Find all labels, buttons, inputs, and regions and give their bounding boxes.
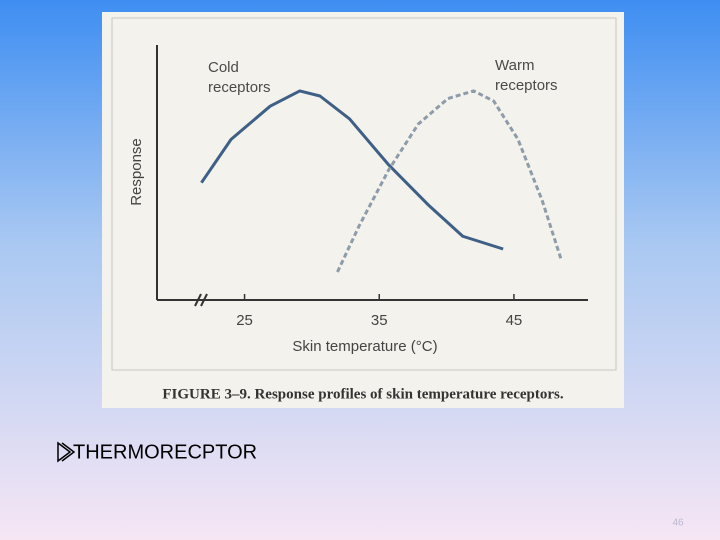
x-axis-title: Skin temperature (°C) xyxy=(292,338,437,355)
bullet-arrow xyxy=(57,441,76,463)
series-line xyxy=(336,89,563,273)
bullet-text: THERMORECPTOR xyxy=(73,441,257,463)
figure-frame xyxy=(111,17,617,371)
figure-caption: FIGURE 3–9. Response profiles of skin te… xyxy=(162,386,563,402)
figure xyxy=(102,12,624,408)
page-number: 46 xyxy=(672,518,684,529)
x-tick-label: 45 xyxy=(506,312,523,329)
series-label: Warm receptors xyxy=(495,57,558,94)
series-line xyxy=(200,89,504,251)
x-tick-label: 35 xyxy=(371,312,388,329)
x-tick-label: 25 xyxy=(236,312,253,329)
y-axis-title: Response xyxy=(128,138,145,206)
series-label: Cold receptors xyxy=(208,59,271,96)
axis-break xyxy=(194,293,208,307)
